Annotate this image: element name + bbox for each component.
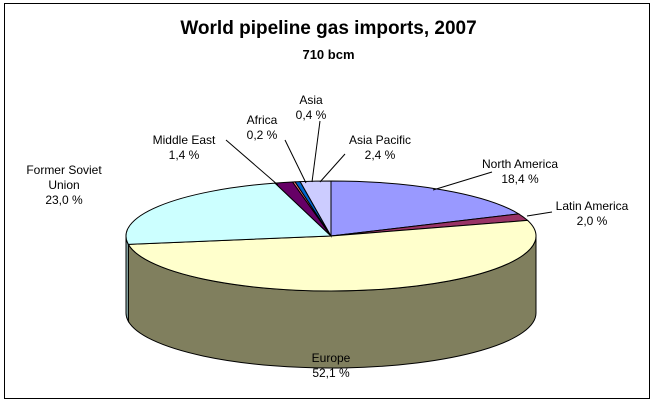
leader-line-latin-america [526, 211, 553, 217]
slice-value-africa: 0,2 % [247, 128, 278, 142]
pie-slice-asia-pacific [299, 180, 332, 238]
slice-value-asia-pacific: 2,4 % [365, 148, 396, 162]
slice-label-africa: Africa [247, 113, 278, 127]
slice-value-latin-america: 2,0 % [577, 214, 608, 228]
slice-value-asia: 0,4 % [296, 108, 327, 122]
chart-title: World pipeline gas imports, 2007 [180, 18, 477, 39]
slice-value-former-soviet-union: 23,0 % [45, 193, 83, 207]
slice-value-north-america: 18,4 % [501, 172, 539, 186]
slice-label-middle-east: Middle East [153, 133, 216, 147]
leader-line-middle-east [225, 139, 279, 186]
pie-slices [125, 180, 537, 292]
slice-value-europe: 52,1 % [312, 366, 350, 380]
slice-label-europe: Europe [312, 351, 351, 365]
slice-side-former-soviet-union [125, 235, 129, 324]
leader-line-north-america [432, 171, 493, 191]
slice-label-latin-america: Latin America [556, 199, 629, 213]
slice-label-former-soviet-union: Former Soviet Union [26, 163, 102, 192]
chart-subtitle: 710 bcm [302, 47, 355, 62]
pie-slice-north-america [330, 180, 521, 237]
slice-label-asia-pacific: Asia Pacific [349, 133, 411, 147]
slice-label-asia: Asia [299, 93, 323, 107]
slice-value-middle-east: 1,4 % [169, 148, 200, 162]
slice-label-north-america: North America [482, 157, 558, 171]
leader-line-asia-pacific [319, 153, 346, 183]
pie-slice-europe [127, 219, 537, 292]
leader-line-asia [311, 120, 321, 183]
pie-slice-former-soviet-union [125, 182, 333, 245]
label-leaders [225, 120, 553, 217]
leader-line-africa [284, 139, 307, 184]
